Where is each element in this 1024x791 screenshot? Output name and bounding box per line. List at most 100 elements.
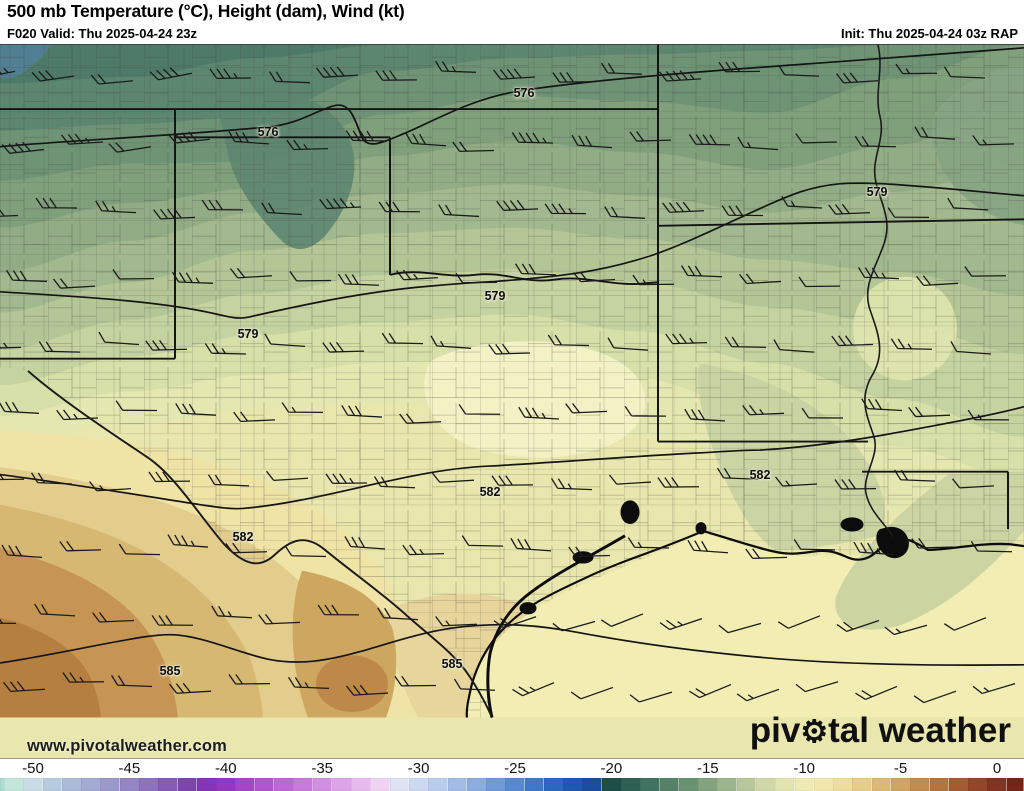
wind-barb xyxy=(836,619,880,633)
init-time-label: Init: Thu 2025-04-24 03z RAP xyxy=(841,26,1018,41)
wind-barb xyxy=(287,676,330,689)
colorbar-cell xyxy=(717,778,738,791)
wind-barb xyxy=(90,74,134,85)
wind-barb xyxy=(570,686,614,700)
colorbar-tick-label: -15 xyxy=(696,760,719,777)
wind-barb xyxy=(118,543,161,556)
wind-barb xyxy=(795,681,839,693)
galveston-bay xyxy=(620,500,640,524)
wind-barb xyxy=(718,61,761,73)
colorbar-cell xyxy=(987,778,1008,791)
lake-pontchartrain xyxy=(840,517,864,532)
wind-barb xyxy=(514,263,557,276)
colorbar-cell xyxy=(929,778,950,791)
wind-barb xyxy=(92,612,135,623)
wind-barb xyxy=(0,469,25,481)
wind-barb xyxy=(153,208,196,220)
wind-barb xyxy=(115,400,158,412)
sabine-lake xyxy=(695,522,707,535)
wind-barb xyxy=(258,613,301,625)
map-header: 500 mb Temperature (°C), Height (dam), W… xyxy=(0,0,1024,44)
colorbar-cell xyxy=(408,778,429,791)
wind-barb xyxy=(168,682,212,694)
wind-barb xyxy=(0,338,22,349)
contour-582 xyxy=(0,405,1024,510)
colorbar-cell xyxy=(274,778,294,791)
wind-barb xyxy=(438,204,480,218)
wind-barb xyxy=(204,343,247,355)
wind-barb xyxy=(947,197,989,211)
wind-barb xyxy=(88,481,132,492)
wind-barb xyxy=(600,62,643,75)
wind-barb xyxy=(405,133,447,147)
wind-barb xyxy=(951,478,995,489)
wind-barb xyxy=(724,336,767,349)
wind-barb xyxy=(35,197,78,209)
watermark-text-pre: piv xyxy=(749,711,801,750)
wind-barb xyxy=(265,470,309,481)
mississippi-delta xyxy=(876,526,909,559)
wind-barb xyxy=(151,615,194,626)
colorbar-cell xyxy=(1006,778,1024,791)
colorbar-cell xyxy=(621,778,641,791)
wind-barb xyxy=(378,201,421,213)
wind-barb xyxy=(721,205,764,217)
wind-barb xyxy=(148,471,191,483)
wind-barb xyxy=(600,613,644,627)
wind-barb xyxy=(434,60,477,73)
wind-barb xyxy=(831,335,874,347)
temp-fill-orange-core xyxy=(0,617,101,718)
wind-barb xyxy=(608,474,652,485)
wind-barb xyxy=(399,413,442,424)
colorbar-cell xyxy=(813,778,834,791)
wind-barb xyxy=(774,476,818,487)
wind-barb xyxy=(281,402,324,413)
wind-barb xyxy=(207,474,250,487)
wind-barb xyxy=(629,131,672,142)
wind-barb xyxy=(30,472,73,485)
colorbar-tick-label: 0 xyxy=(992,760,1002,777)
wind-barb xyxy=(607,337,649,351)
wind-barb xyxy=(345,130,388,142)
wind-barb xyxy=(857,267,900,280)
wind-barb xyxy=(943,66,986,79)
wind-barb xyxy=(56,409,99,421)
wind-barb xyxy=(688,134,731,146)
wind-barb xyxy=(736,688,780,702)
colorbar-cell xyxy=(370,778,391,791)
wind-barb xyxy=(665,333,708,345)
wind-barb xyxy=(855,685,898,701)
wind-barb xyxy=(571,134,613,149)
wind-barb xyxy=(341,404,383,418)
wind-barb xyxy=(175,403,217,416)
colorbar-cell xyxy=(81,778,101,791)
wind-barb xyxy=(970,540,1013,553)
wind-barb xyxy=(492,68,536,80)
wind-barb xyxy=(34,603,76,617)
wind-barb xyxy=(264,333,306,348)
weather-map: 576 576 579 579 579 582 582 582 585 585 www.pivot… xyxy=(0,44,1024,758)
valid-time-label: F020 Valid: Thu 2025-04-24 23z xyxy=(7,26,198,41)
wind-barb xyxy=(680,265,723,278)
colorbar-cell xyxy=(601,778,622,791)
wind-barb xyxy=(286,139,329,151)
wind-barb xyxy=(289,270,332,282)
wind-barb xyxy=(228,674,271,685)
wind-barb xyxy=(458,404,501,415)
wind-barb xyxy=(60,133,104,145)
wind-barb xyxy=(325,473,368,485)
colorbar-cell xyxy=(61,778,82,791)
wind-barb xyxy=(228,131,270,145)
wind-barb xyxy=(511,132,554,144)
wind-barb xyxy=(455,272,498,284)
colorbar-cell xyxy=(0,778,5,791)
wind-barb xyxy=(544,203,587,215)
site-url-watermark: www.pivotalweather.com xyxy=(27,737,228,755)
wind-barb xyxy=(624,405,667,417)
wind-barb xyxy=(112,269,155,280)
wind-barb xyxy=(171,271,214,284)
wind-barb xyxy=(261,202,303,216)
wind-barb xyxy=(662,201,705,213)
wind-barb xyxy=(108,142,152,153)
